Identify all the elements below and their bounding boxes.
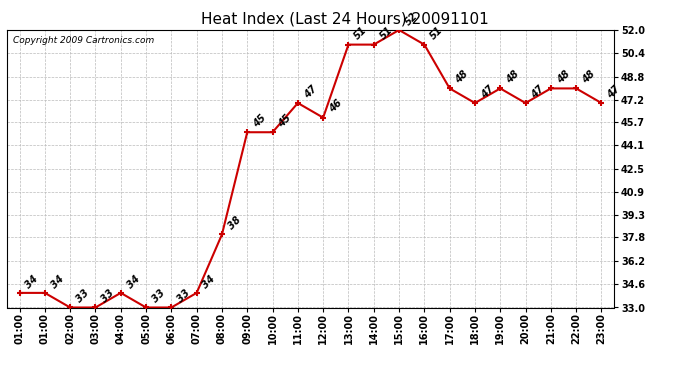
- Text: 45: 45: [277, 113, 293, 129]
- Text: 34: 34: [23, 273, 40, 290]
- Text: 33: 33: [175, 288, 192, 305]
- Text: 51: 51: [428, 25, 445, 42]
- Text: 45: 45: [251, 113, 268, 129]
- Text: 48: 48: [504, 69, 521, 86]
- Text: 47: 47: [530, 84, 546, 100]
- Text: 52: 52: [403, 10, 420, 27]
- Text: 47: 47: [302, 84, 319, 100]
- Text: 47: 47: [606, 84, 622, 100]
- Text: 33: 33: [99, 288, 116, 305]
- Text: 48: 48: [555, 69, 571, 86]
- Text: 34: 34: [49, 273, 66, 290]
- Text: 34: 34: [201, 273, 217, 290]
- Text: 33: 33: [75, 288, 91, 305]
- Text: Heat Index (Last 24 Hours) 20091101: Heat Index (Last 24 Hours) 20091101: [201, 11, 489, 26]
- Text: 47: 47: [479, 84, 495, 100]
- Text: 51: 51: [353, 25, 369, 42]
- Text: 51: 51: [378, 25, 395, 42]
- Text: 48: 48: [454, 69, 471, 86]
- Text: 33: 33: [150, 288, 167, 305]
- Text: 48: 48: [580, 69, 597, 86]
- Text: Copyright 2009 Cartronics.com: Copyright 2009 Cartronics.com: [13, 36, 155, 45]
- Text: 38: 38: [226, 215, 243, 232]
- Text: 46: 46: [327, 98, 344, 115]
- Text: 34: 34: [125, 273, 141, 290]
